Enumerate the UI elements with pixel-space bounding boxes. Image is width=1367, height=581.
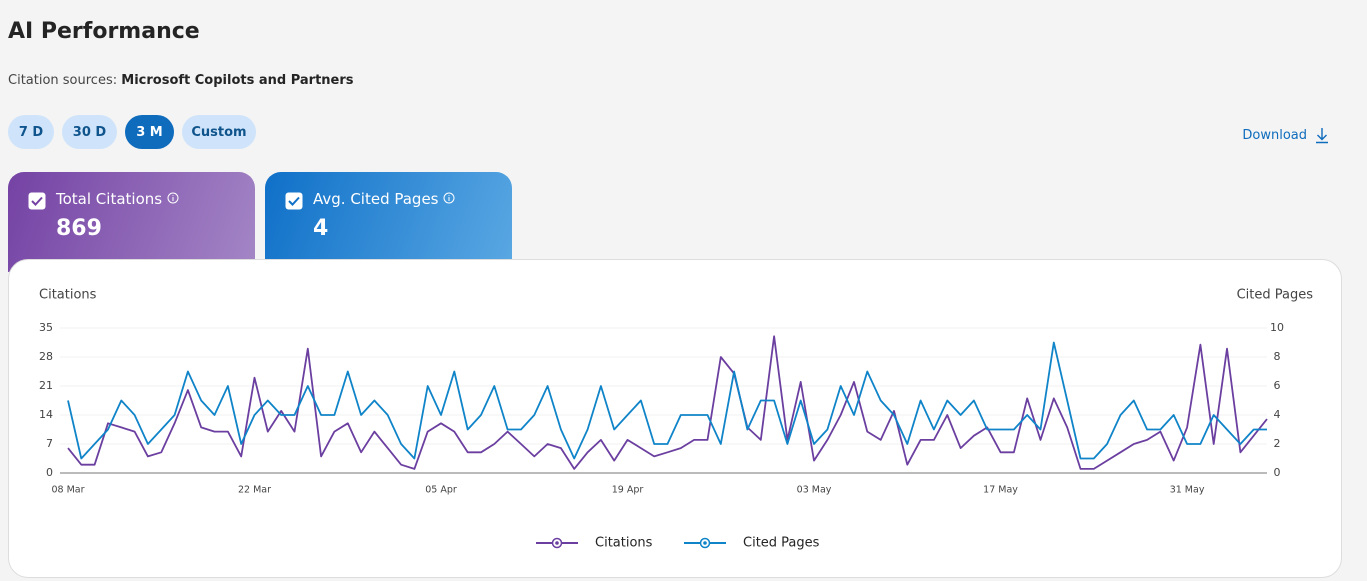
y-tick-label: 0 [46, 466, 53, 479]
y-tick-label: 7 [46, 437, 53, 450]
y-tick-label: 35 [39, 321, 53, 334]
info-icon[interactable] [167, 192, 179, 204]
metric-card[interactable]: Total Citations 869 [8, 172, 255, 272]
chart-panel: Citations Cited Pages 0 7 14 21 28 35 0 2 4 6 8 10 0… [8, 259, 1342, 578]
legend-marker-dot [555, 541, 559, 545]
legend-marker-dot [703, 541, 707, 545]
card-value: 4 [313, 216, 329, 241]
y-tick-label: 28 [39, 350, 53, 363]
x-tick-label: 17 May [983, 485, 1018, 496]
checkbox[interactable] [28, 192, 46, 210]
x-tick-label: 05 Apr [425, 485, 457, 496]
legend-label: Cited Pages [743, 536, 820, 551]
x-tick-label: 31 May [1170, 485, 1205, 496]
y-axis-title: Citations [39, 288, 97, 303]
page-title: AI Performance [8, 19, 200, 44]
x-tick-label: 22 Mar [238, 485, 271, 496]
y2-tick-label: 8 [1274, 350, 1281, 363]
source-label: Citation sources: [8, 73, 118, 88]
download-icon [1316, 128, 1328, 144]
series-line [67, 341, 1267, 460]
info-icon[interactable] [443, 192, 455, 204]
range-button[interactable]: Custom [182, 115, 256, 149]
metric-card[interactable]: Avg. Cited Pages 4 [265, 172, 512, 272]
y-tick-label: 14 [39, 408, 53, 421]
y2-tick-label: 10 [1270, 321, 1284, 334]
download-text: Download [1242, 127, 1307, 143]
y2-tick-label: 6 [1274, 379, 1281, 392]
legend-item[interactable]: Citations [536, 536, 653, 551]
card-value: 869 [56, 216, 102, 241]
card-label-text: Total Citations [56, 190, 163, 208]
legend-label: Citations [595, 536, 653, 551]
legend-item[interactable]: Cited Pages [684, 536, 820, 551]
y2-axis-title: Cited Pages [1237, 288, 1314, 303]
x-tick-label: 03 May [797, 485, 832, 496]
y2-tick-label: 2 [1274, 437, 1281, 450]
y2-tick-label: 0 [1274, 466, 1281, 479]
checkbox[interactable] [285, 192, 303, 210]
x-tick-label: 08 Mar [51, 485, 84, 496]
y2-tick-label: 4 [1274, 408, 1281, 421]
range-button[interactable]: 3 M [125, 115, 174, 149]
download-link[interactable]: Download [1242, 126, 1329, 144]
card-label: Avg. Cited Pages [313, 190, 455, 208]
source-line: Citation sources: Microsoft Copilots and… [8, 73, 354, 88]
y-tick-label: 21 [39, 379, 53, 392]
card-label: Total Citations [56, 190, 179, 208]
source-value: Microsoft Copilots and Partners [121, 73, 354, 88]
range-button[interactable]: 30 D [62, 115, 117, 149]
chart: Citations Cited Pages 0 7 14 21 28 35 0 2 4 6 8 10 0… [39, 288, 1314, 551]
range-button[interactable]: 7 D [8, 115, 54, 149]
series-line [67, 335, 1268, 470]
x-tick-label: 19 Apr [612, 485, 644, 496]
card-label-text: Avg. Cited Pages [313, 190, 439, 208]
